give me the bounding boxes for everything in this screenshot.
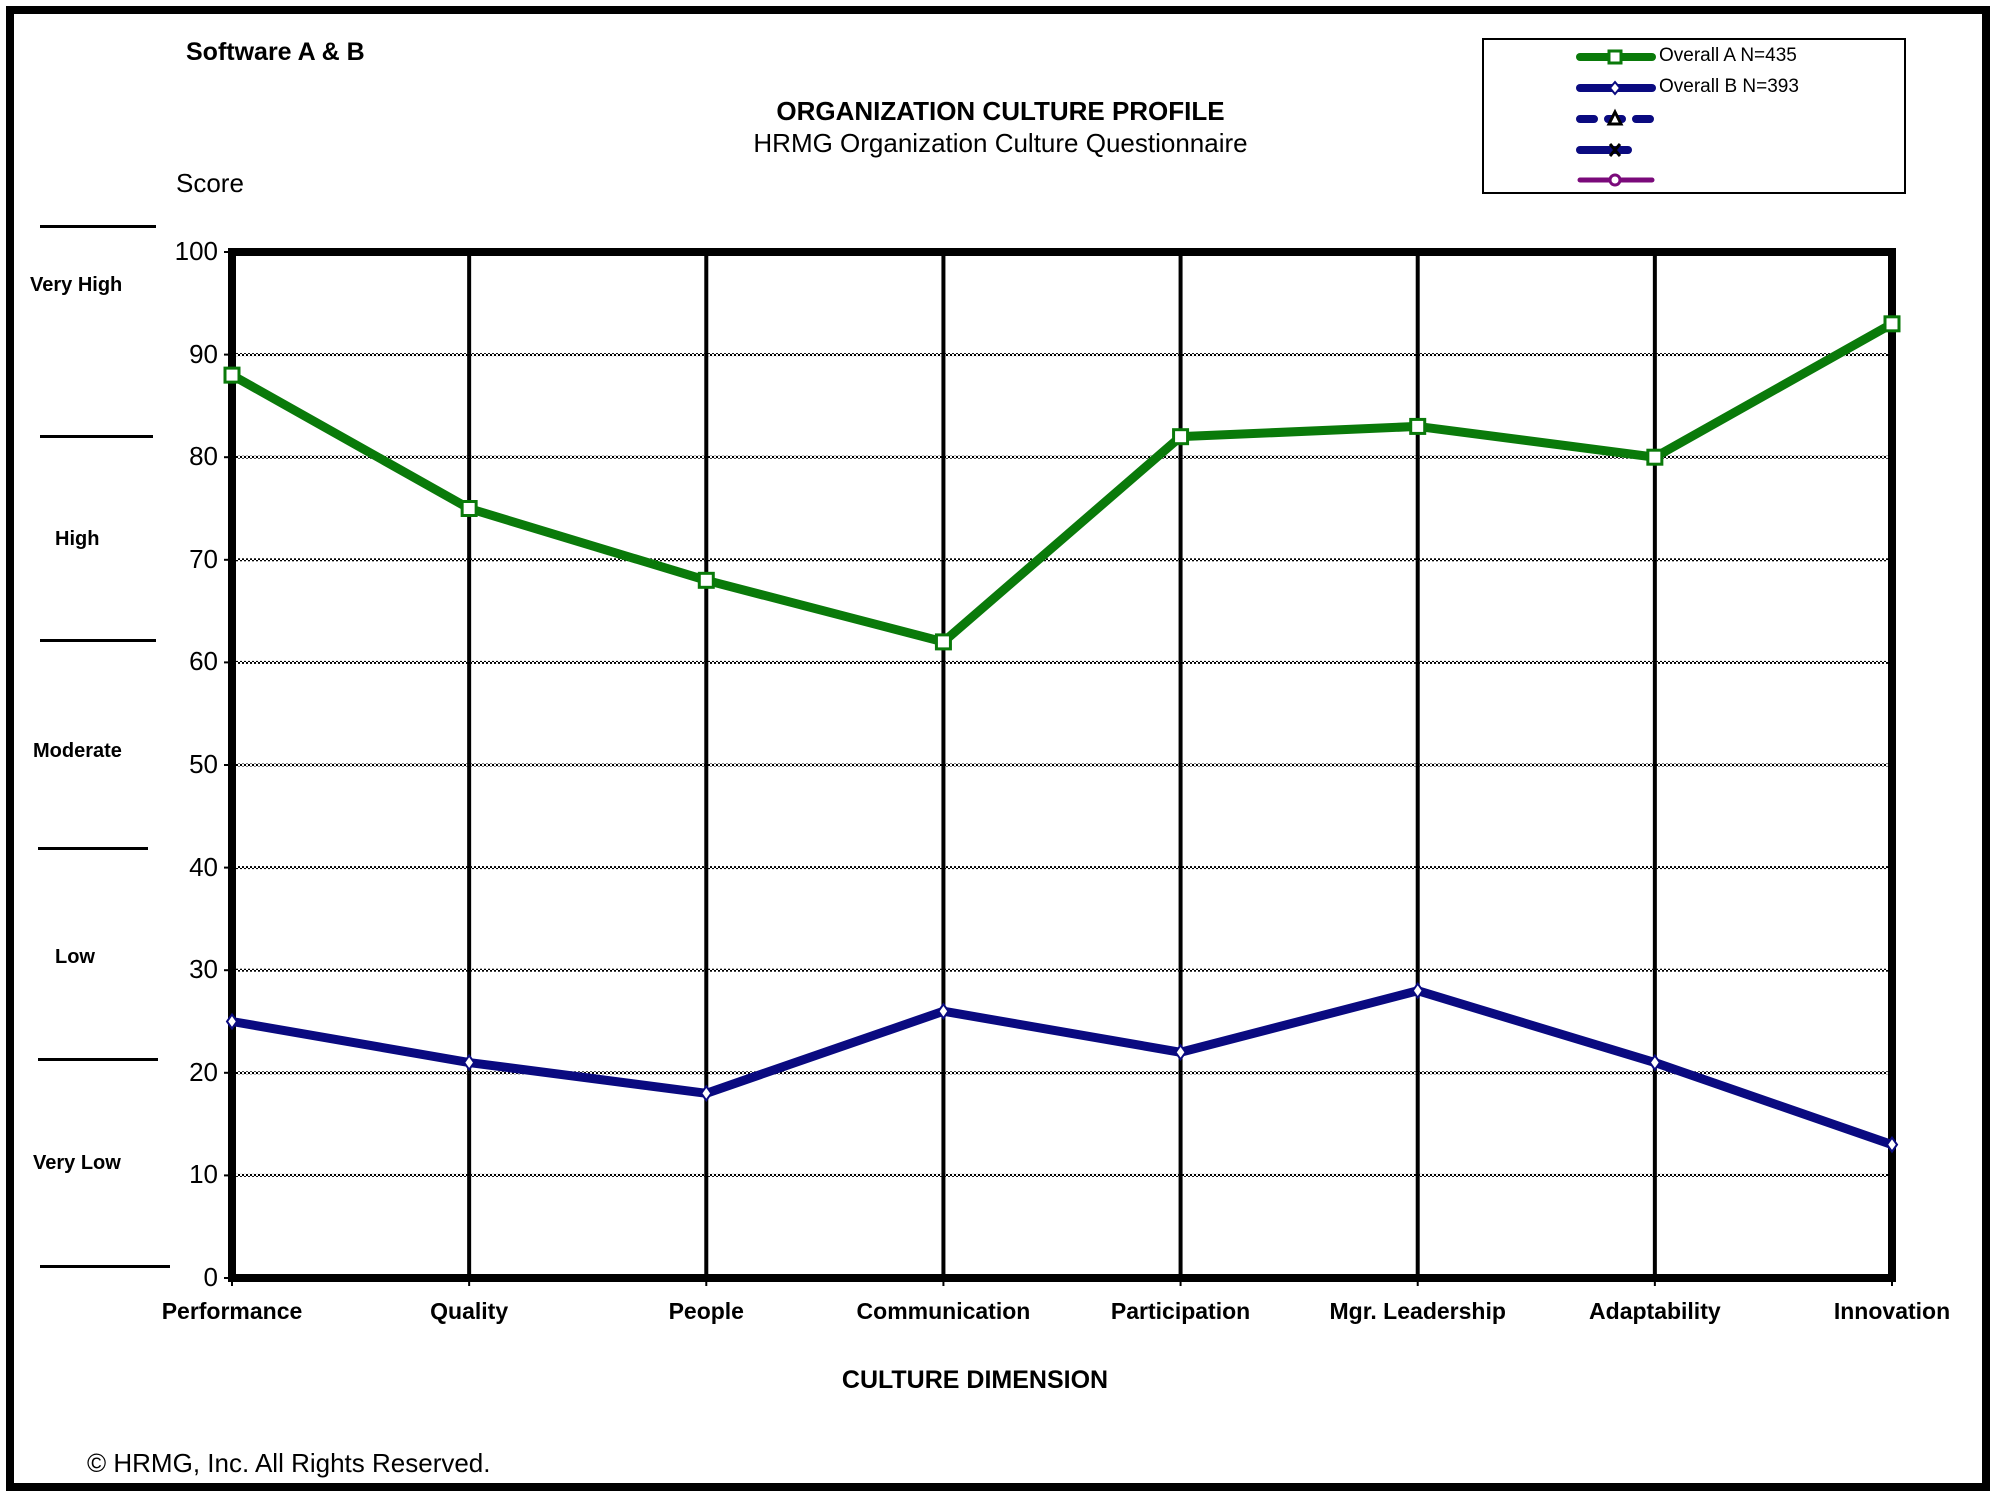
gridline (232, 968, 1892, 972)
legend-circle-marker-icon (1577, 173, 1655, 187)
y-tick-label: 90 (189, 338, 218, 369)
outer-frame (6, 6, 1990, 1491)
band-label-very-high: Very High (30, 274, 123, 296)
y-axis-label: Score (176, 168, 244, 198)
legend-label: Overall B N=393 (1659, 76, 1799, 97)
y-tick-label: 60 (189, 646, 218, 677)
legend-item-overall-b: Overall B N=393 (1484, 73, 1904, 103)
y-tick-label: 100 (174, 236, 218, 266)
y-tick-label: 40 (189, 851, 218, 882)
band-label-very-low: Very Low (33, 1152, 121, 1174)
series-line (231, 986, 1894, 1149)
corner-title: Software A & B (186, 38, 365, 66)
gridline (232, 763, 1892, 767)
gridlines (224, 251, 1892, 1279)
band-label-moderate: Moderate (33, 740, 122, 762)
data-series (223, 315, 1901, 1154)
chart-subtitle: HRMG Organization Culture Questionnaire (753, 128, 1248, 158)
square-marker-icon (934, 633, 952, 651)
legend-item-series-3 (1484, 104, 1904, 134)
square-marker-icon (697, 571, 715, 589)
diamond-marker-icon (937, 1002, 950, 1020)
gridline (232, 1071, 1892, 1075)
plot-border (228, 248, 1896, 1282)
gridline (232, 866, 1892, 870)
legend-item-overall-a: Overall A N=435 (1484, 42, 1904, 72)
y-tick-label: 80 (189, 441, 218, 472)
diamond-marker-icon (1885, 1135, 1899, 1154)
legend-label: Overall A N=435 (1659, 45, 1797, 66)
band-label-low: Low (55, 946, 95, 968)
legend-item-series-4 (1484, 135, 1904, 165)
x-category-label: Performance (161, 1298, 303, 1324)
square-marker-icon (1646, 448, 1664, 466)
diamond-marker-icon (1174, 1043, 1187, 1062)
band-divider (40, 225, 156, 228)
band-divider (38, 847, 148, 850)
y-tick-label: 30 (189, 954, 218, 985)
gridline (232, 660, 1892, 664)
legend-item-series-5 (1484, 165, 1904, 195)
x-axis-title: CULTURE DIMENSION (841, 1366, 1109, 1394)
x-category-label: People (668, 1298, 744, 1324)
gridline (232, 558, 1892, 562)
gridline (232, 353, 1892, 357)
gridline (232, 1173, 1892, 1177)
y-tick-label: 0 (203, 1262, 218, 1292)
diamond-marker-icon (1411, 981, 1424, 1000)
y-tick-label: 50 (189, 749, 218, 779)
legend-x-marker-icon (1576, 143, 1632, 157)
y-tick-label: 70 (189, 543, 218, 574)
band-divider (40, 435, 153, 438)
square-marker-icon (1883, 315, 1901, 333)
x-category-label: Communication (856, 1298, 1031, 1324)
y-tick-label: 10 (189, 1159, 218, 1190)
y-tick-label: 20 (189, 1056, 218, 1087)
band-label-high: High (55, 528, 100, 550)
copyright-notice: © HRMG, Inc. All Rights Reserved. (87, 1448, 491, 1478)
legend-square-marker-icon (1576, 49, 1656, 65)
diamond-marker-icon (462, 1053, 476, 1072)
diamond-marker-icon (225, 1012, 239, 1031)
band-divider (40, 1265, 170, 1268)
diamond-marker-icon (1648, 1053, 1662, 1072)
x-category-label: Participation (1110, 1298, 1251, 1324)
category-gridlines (231, 252, 1893, 1286)
chart-title: ORGANIZATION CULTURE PROFILE (776, 96, 1225, 126)
gridline (232, 455, 1892, 459)
x-category-label: Quality (430, 1298, 509, 1324)
x-category-label: Mgr. Leadership (1329, 1298, 1506, 1324)
square-marker-icon (1172, 428, 1190, 446)
band-divider (40, 639, 156, 642)
square-marker-icon (1409, 417, 1427, 435)
band-divider (38, 1058, 158, 1061)
legend-triangle-marker-icon (1576, 108, 1656, 126)
series-line (229, 319, 1895, 647)
legend-diamond-marker-icon (1576, 80, 1656, 96)
legend: Overall A N=435 Overall B N=393 (1482, 38, 1906, 194)
x-category-label: Adaptability (1589, 1298, 1721, 1324)
square-marker-icon (223, 366, 241, 384)
diamond-marker-icon (700, 1084, 713, 1103)
square-marker-icon (460, 500, 478, 517)
x-category-label: Innovation (1833, 1298, 1951, 1324)
